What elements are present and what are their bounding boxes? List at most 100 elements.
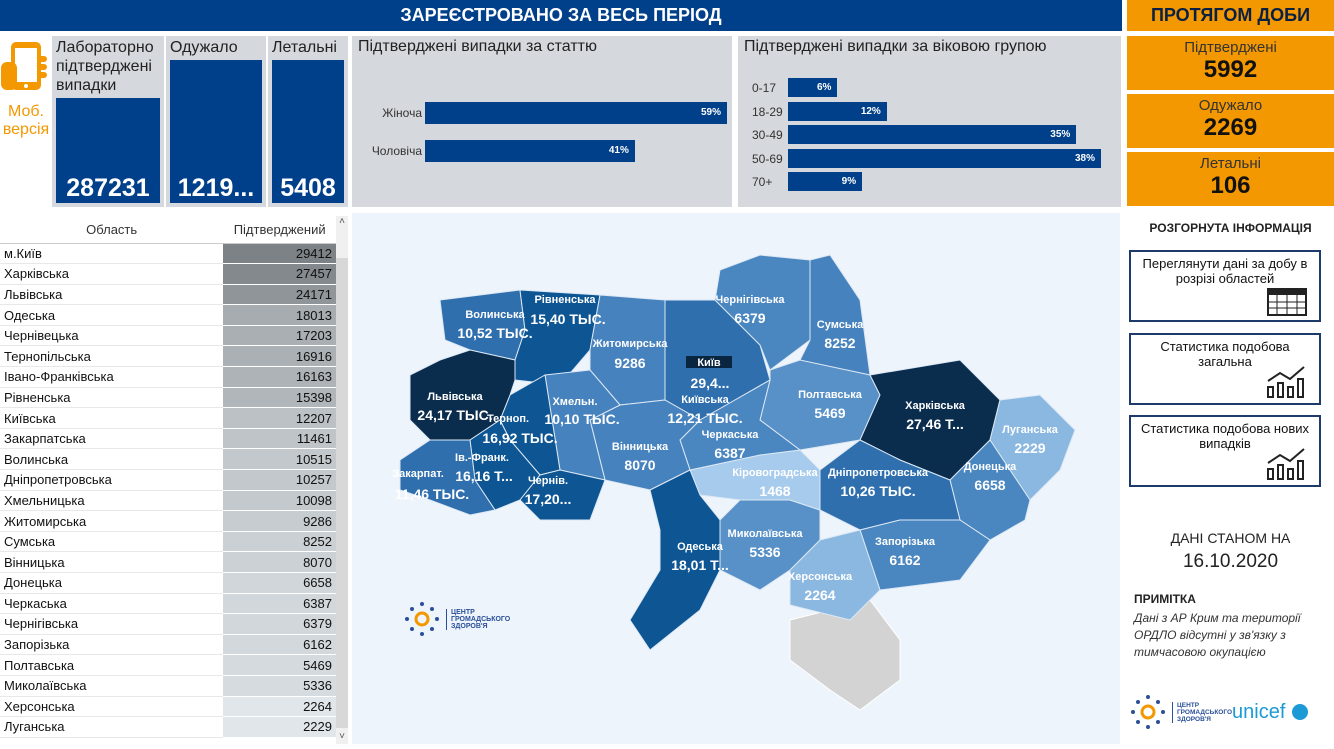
unicef-logo: unicef [1232,700,1286,723]
daily-stats-button[interactable]: Статистика подобова загальна [1129,333,1321,405]
regions-table: Область Підтверджений м.Київ 29412 Харківсь… [0,216,348,744]
scroll-up-icon[interactable]: ˄ [339,216,345,227]
bar-data-label: 12% [860,105,881,117]
map-region-value: 5469 [814,405,845,421]
crimea-no-data [789,599,901,711]
age-chart: Підтверджені випадки за віковою групою 0… [738,36,1121,207]
mobile-label: Моб. [7,103,44,120]
region-name: Черкаська [0,593,224,615]
table-row[interactable]: Полтавська 5469 [0,654,336,676]
bar-category-label: 70+ [752,175,773,189]
daily-value: 2269 [1203,114,1258,141]
bar-data-label: 35% [1050,129,1071,140]
map-region-label: Сумська [817,319,864,331]
table-row[interactable]: Луганська 2229 [0,716,336,738]
map-region-label: Київська [681,394,729,406]
confirmed-count: 16163 [223,366,336,388]
map-region-value: 6387 [714,445,745,461]
table-row[interactable]: Львівська 24171 [0,284,336,306]
kpi-label: Летальні [272,39,337,56]
map-region[interactable] [519,469,606,521]
table-row[interactable]: Чернівецька 17203 [0,325,336,347]
table-row[interactable]: Черкаська 6387 [0,593,336,615]
table-row[interactable]: Запорізька 6162 [0,634,336,656]
scroll-down-icon[interactable]: ˅ [339,731,345,742]
unicef-emblem-icon [1292,704,1309,720]
map-region-label: Дніпропетровська [828,467,929,479]
bar-data-label: 38% [1074,152,1095,164]
table-row[interactable]: Житомирська 9286 [0,510,336,532]
daily-by-region-button[interactable]: Переглянути дані за добу в розрізі облас… [1129,250,1321,322]
confirmed-count: 5336 [223,675,336,697]
kpi-label: Лабораторно підтверджені випадки [56,39,154,94]
confirmed-count: 10098 [223,490,336,512]
table-scrollbar[interactable]: ˄ ˅ [336,216,348,744]
phc-logo-text: ЦЕНТР ГРОМАДСЬКОГО ЗДОРОВ'Я [446,608,510,630]
table-row[interactable]: Донецька 6658 [0,572,336,594]
map-region[interactable] [399,439,496,516]
map-region-value: 12,21 ТЫС. [667,410,742,426]
daily-label: Підтверджені [1184,39,1277,56]
region-name: Чернігівська [0,613,224,635]
map-region-value: 10,10 ТЫС. [544,411,619,427]
map-region[interactable] [629,469,721,651]
map-region[interactable] [409,349,516,441]
kpi-value: 287231 [56,98,160,203]
map-region-value: 8070 [624,457,655,473]
chart-title: Підтверджені випадки за статтю [358,38,597,55]
column-header-confirmed[interactable]: Підтверджений [223,216,336,244]
daily-confirmed: Підтверджені 5992 [1127,36,1334,90]
bar-data-label: 59% [700,107,721,118]
mobile-version-link[interactable]: Моб. версія [0,36,52,207]
map-region[interactable] [859,519,991,591]
bar-category-label: Чоловіча [371,144,422,158]
confirmed-count: 5469 [223,654,336,676]
bar-category-label: 18-29 [752,104,783,119]
map-region-label: Харківська [905,400,966,412]
region-name: Запорізька [0,634,224,656]
table-row[interactable]: Чернігівська 6379 [0,613,336,635]
table-row[interactable]: Рівненська 15398 [0,387,336,409]
table-row[interactable]: Дніпропетровська 10257 [0,469,336,491]
map-region[interactable] [789,529,881,621]
kpi-label: Одужало [170,39,238,56]
daily-title: ПРОТЯГОМ ДОБИ [1127,0,1334,31]
map-region-label: Чернів. [528,475,568,487]
region-name: Одеська [0,304,224,326]
bar-category-label: 30-49 [752,128,783,142]
table-row[interactable]: Волинська 10515 [0,448,336,471]
column-header-region[interactable]: Область [0,216,224,244]
table-row[interactable]: Івано-Франківська 16163 [0,366,336,388]
region-name: Донецька [0,572,224,594]
table-row[interactable]: Закарпатська 11461 [0,428,336,450]
map-region-label: Миколаївська [728,528,804,540]
map-region-label: Донецька [964,461,1017,473]
map-region[interactable] [799,254,871,376]
bar-category-label: Жіноча [382,106,422,120]
daily-new-cases-button[interactable]: Статистика подобова нових випадків [1129,415,1321,487]
map-region-value: 17,20... [525,491,572,507]
table-row[interactable]: Миколаївська 5336 [0,675,336,697]
table-row[interactable]: Сумська 8252 [0,531,336,553]
map-region[interactable] [589,399,701,491]
map-region-value: 15,40 ТЫС. [530,311,605,327]
map-region-value: 27,46 Т... [906,416,964,432]
table-row[interactable]: Київська 12207 [0,407,336,429]
table-row[interactable]: Хмельницька 10098 [0,490,336,512]
table-row[interactable]: Вінницька 8070 [0,551,336,573]
region-name: Хмельницька [0,490,224,512]
table-row[interactable]: Херсонська 2264 [0,696,336,718]
confirmed-count: 11461 [223,428,336,450]
bar-data-label: 41% [608,145,629,156]
button-label: Переглянути дані за добу в розрізі облас… [1142,256,1308,286]
bar-data-label: 9% [841,176,857,187]
table-row[interactable]: Харківська 27457 [0,263,336,285]
kyiv-value: 29,4... [691,375,730,391]
table-row[interactable]: Тернопільська 16916 [0,345,336,368]
confirmed-count: 15398 [223,387,336,409]
table-row[interactable]: м.Київ 29412 [0,243,336,265]
confirmed-count: 24171 [223,284,336,306]
table-row[interactable]: Одеська 18013 [0,304,336,326]
scroll-thumb[interactable] [336,258,348,728]
kyiv-label-bg [686,356,732,368]
